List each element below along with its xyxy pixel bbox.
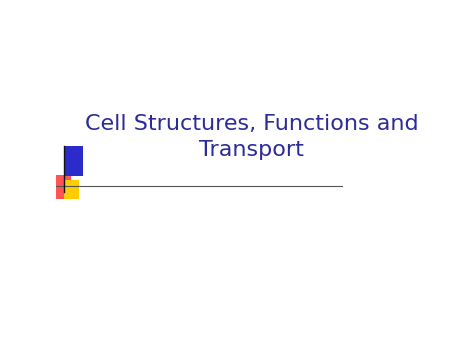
Bar: [64, 180, 79, 199]
Bar: [64, 146, 83, 176]
Bar: [56, 175, 71, 199]
Text: Cell Structures, Functions and
Transport: Cell Structures, Functions and Transport: [85, 114, 418, 160]
